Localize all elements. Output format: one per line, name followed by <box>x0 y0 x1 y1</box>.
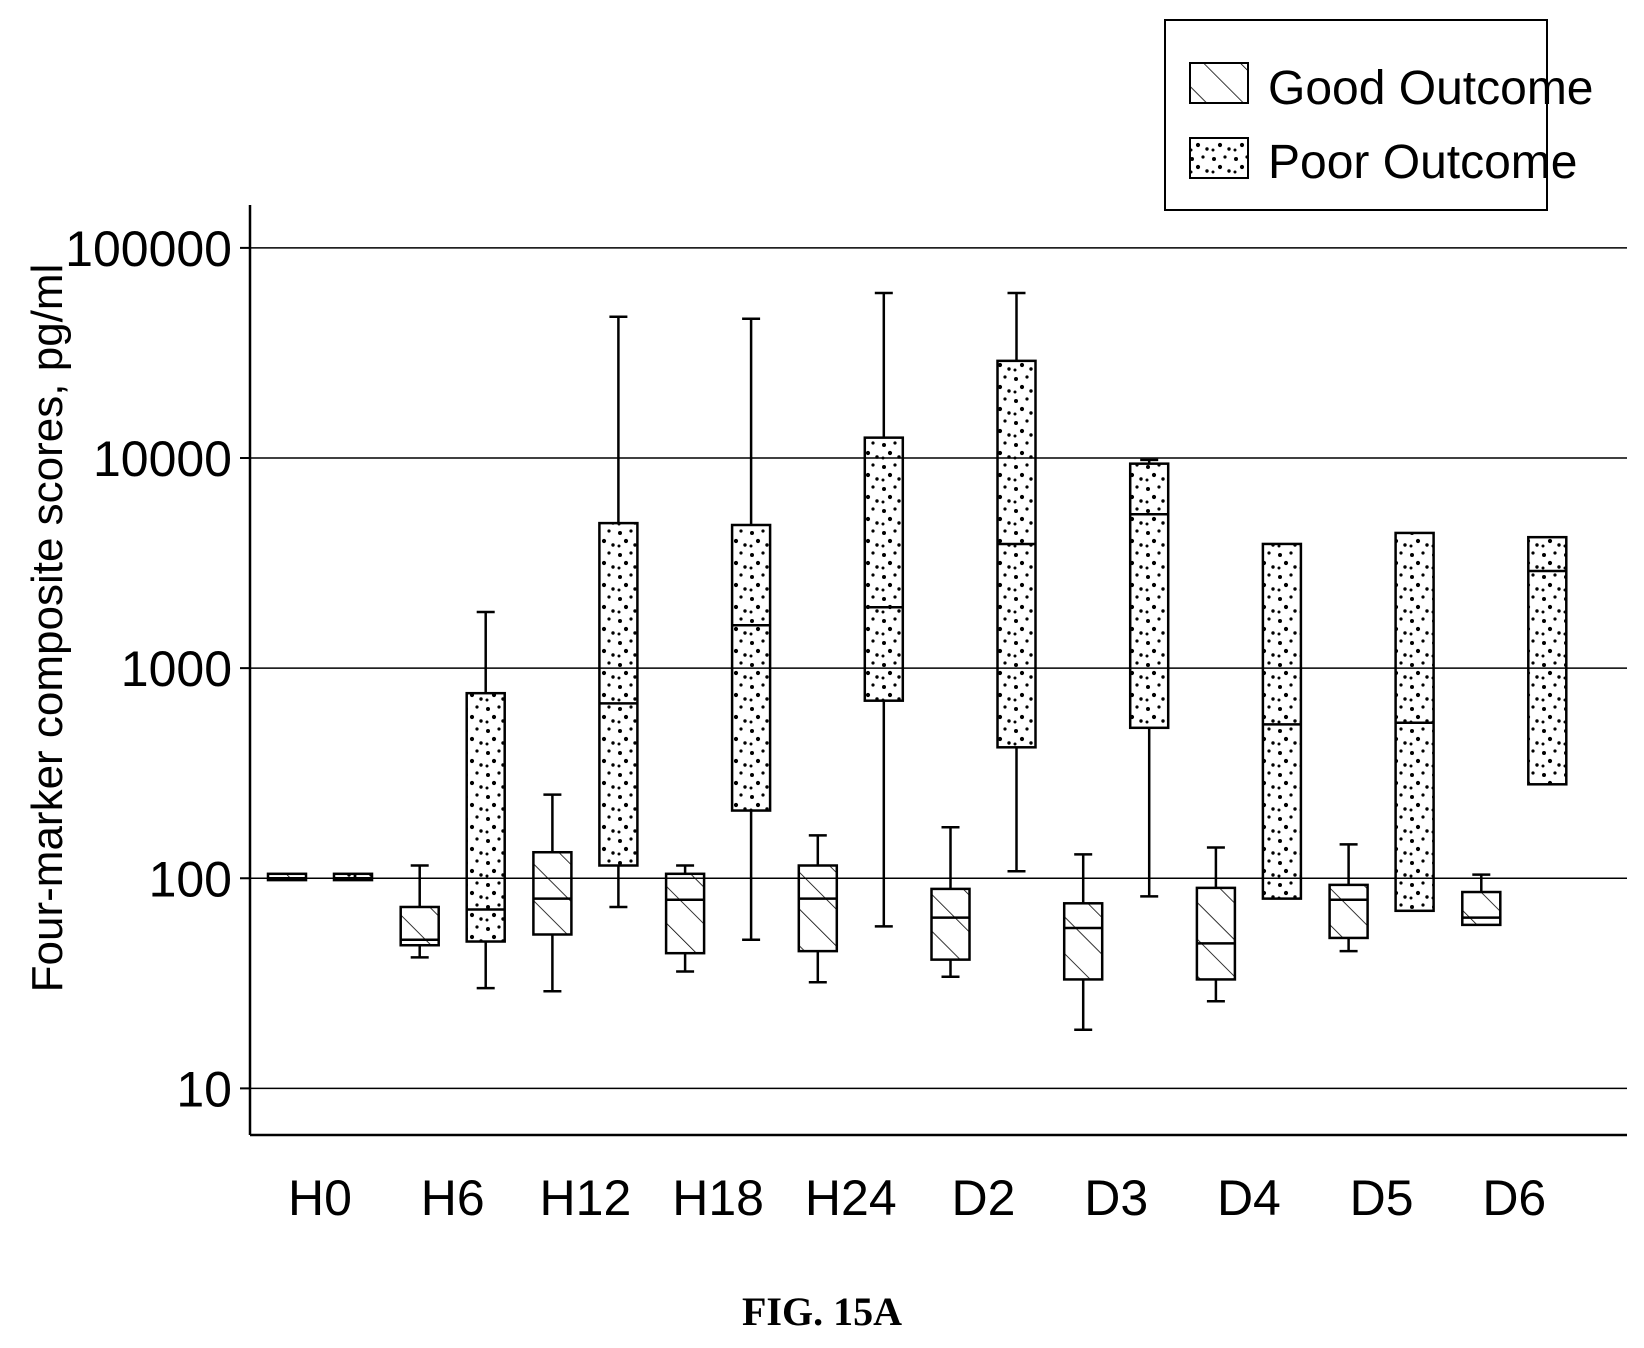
box-good-h6 <box>399 864 440 959</box>
x-tick-label: D2 <box>952 1170 1016 1226</box>
y-tick-label: 10 <box>176 1061 232 1117</box>
box-iqr <box>797 864 839 953</box>
box-iqr <box>465 691 506 943</box>
x-tick-label: H12 <box>540 1170 632 1226</box>
box-good-d5 <box>1328 843 1369 953</box>
x-tick-label: D3 <box>1084 1170 1148 1226</box>
x-tick-label: D6 <box>1482 1170 1546 1226</box>
x-tick-label: D4 <box>1217 1170 1281 1226</box>
box-iqr <box>930 887 971 961</box>
x-tick-label: H24 <box>805 1170 897 1226</box>
box-poor-d4 <box>1261 542 1303 900</box>
legend-swatch-poor-outcome <box>1189 137 1249 179</box>
y-tick-label: 10000 <box>93 431 232 487</box>
box-poor-h12 <box>598 315 639 909</box>
x-tick-label: D5 <box>1350 1170 1414 1226</box>
x-tick-label: H0 <box>288 1170 352 1226</box>
box-iqr <box>1128 462 1170 730</box>
y-tick-label: 100 <box>149 851 232 907</box>
legend-label-poor-outcome: Poor Outcome <box>1268 136 1577 189</box>
box-poor-d3 <box>1128 458 1170 898</box>
box-iqr <box>266 872 308 882</box>
box-good-d3 <box>1062 853 1104 1032</box>
y-tick-label: 100000 <box>65 221 232 277</box>
figure-caption: FIG. 15A <box>742 1289 902 1334</box>
box-good-d6 <box>1461 873 1502 927</box>
box-iqr <box>532 850 573 936</box>
box-good-h0 <box>266 872 308 882</box>
x-tick-label: H6 <box>421 1170 485 1226</box>
box-good-h24 <box>797 834 839 984</box>
x-tick-labels: H0 H6 H12 H18 H24 D2 D3 D4 D5 D6 <box>288 1170 1546 1226</box>
x-tick-label: H18 <box>672 1170 764 1226</box>
legend: Good Outcome Poor Outcome <box>1164 19 1594 211</box>
legend-label-good-outcome: Good Outcome <box>1268 62 1594 115</box>
box-poor-d5 <box>1394 531 1435 913</box>
box-good-d4 <box>1195 846 1237 1003</box>
y-tick-labels: 10 100 1000 10000 100000 <box>65 221 232 1117</box>
axes <box>240 205 1627 1137</box>
box-poor-d6 <box>1527 535 1568 786</box>
box-iqr <box>1195 886 1237 981</box>
y-axis-label: Four-marker composite scores, pg/ml <box>23 264 72 993</box>
box-iqr <box>996 359 1037 749</box>
box-poor-d2 <box>996 291 1037 873</box>
box-iqr <box>332 872 374 882</box>
box-good-d2 <box>930 825 971 978</box>
box-iqr <box>664 872 706 955</box>
box-iqr <box>1461 890 1502 927</box>
box-iqr <box>863 436 905 702</box>
box-good-h12 <box>532 793 573 993</box>
box-plot-marks <box>266 291 1568 1032</box>
box-iqr <box>1328 883 1369 940</box>
box-poor-h24 <box>863 291 905 928</box>
box-iqr <box>1062 902 1104 981</box>
y-tick-label: 1000 <box>121 641 232 697</box>
box-poor-h0 <box>332 872 374 882</box>
box-iqr <box>1527 535 1568 786</box>
box-iqr <box>1261 542 1303 900</box>
box-poor-h18 <box>730 317 772 941</box>
box-poor-h6 <box>465 610 506 990</box>
box-iqr <box>598 521 639 867</box>
box-good-h18 <box>664 864 706 973</box>
legend-swatch-good-outcome <box>1189 62 1249 104</box>
box-iqr <box>730 523 772 812</box>
